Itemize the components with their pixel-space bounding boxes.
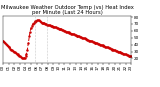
Title: Milwaukee Weather Outdoor Temp (vs) Heat Index per Minute (Last 24 Hours): Milwaukee Weather Outdoor Temp (vs) Heat… [1, 5, 134, 15]
